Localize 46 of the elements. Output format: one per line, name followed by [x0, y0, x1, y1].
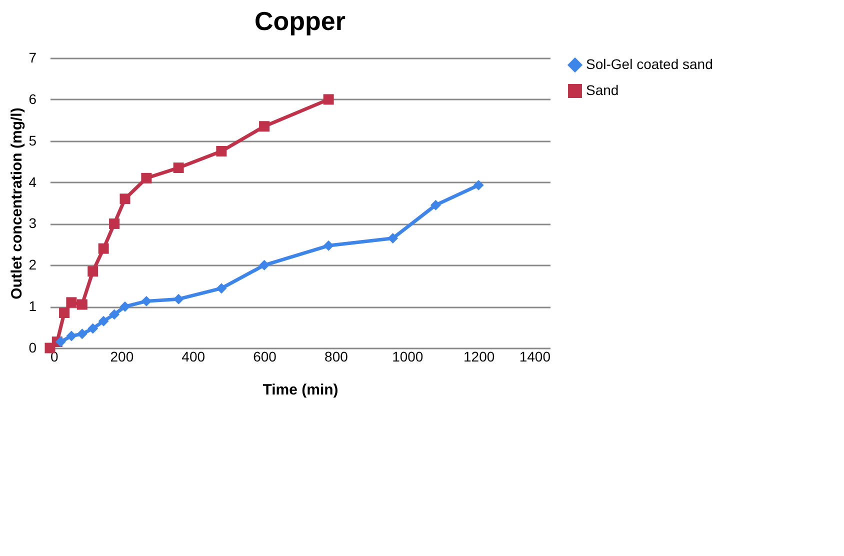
x-tick-label: 1000	[392, 348, 424, 364]
x-tick-label: 600	[253, 348, 277, 364]
x-tick-label: 400	[182, 348, 206, 364]
point	[88, 266, 98, 277]
point	[55, 336, 66, 348]
y-tick-label: 7	[28, 50, 37, 66]
y-tick-label: 2	[28, 256, 37, 273]
point	[173, 294, 184, 304]
x-tick-label: 1400	[519, 348, 551, 364]
chart-title: Copper	[254, 6, 346, 36]
legend-label: Sol-Gel coated sand	[586, 56, 713, 72]
point	[98, 243, 109, 254]
x-axis-title: Time (min)	[262, 382, 338, 398]
point	[109, 218, 120, 229]
y-tick-label: 3	[28, 215, 37, 232]
point	[66, 297, 77, 308]
legend-label: Sand	[586, 82, 619, 98]
y-tick-label: 1	[28, 298, 37, 314]
point	[120, 301, 130, 312]
y-tick-label: 4	[28, 174, 37, 190]
x-tick-label: 800	[324, 348, 348, 364]
point	[66, 330, 77, 342]
point	[430, 200, 441, 210]
point	[76, 299, 88, 310]
y-axis-title: Outlet concentration (mg/l)	[8, 108, 26, 300]
point	[141, 296, 152, 306]
point	[59, 308, 70, 318]
point	[173, 162, 184, 174]
x-tick-label: 200	[110, 348, 134, 364]
point	[323, 240, 334, 251]
point	[76, 328, 88, 340]
y-tick-label: 5	[28, 132, 37, 148]
point	[216, 283, 227, 294]
point	[216, 146, 227, 156]
point	[259, 260, 270, 270]
x-tick-label: 1200	[463, 348, 495, 364]
point	[88, 323, 98, 334]
point	[388, 232, 398, 244]
y-tick-label: 6	[28, 90, 37, 107]
point	[109, 309, 120, 320]
point	[120, 194, 130, 204]
point	[259, 121, 270, 132]
point	[323, 94, 334, 105]
point	[98, 316, 109, 326]
point	[473, 180, 484, 190]
point	[141, 172, 152, 184]
